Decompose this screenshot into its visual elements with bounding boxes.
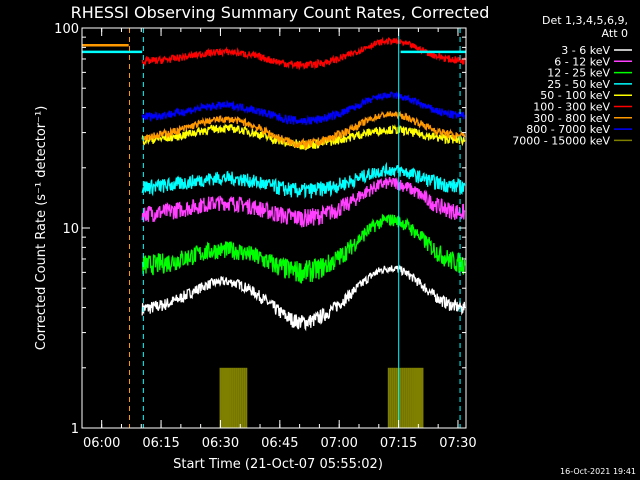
y-tick-label: 100 (54, 22, 79, 37)
legend-label: 6 - 12 keV (554, 55, 610, 68)
series-line (141, 36, 466, 71)
x-tick-label: 06:15 (142, 436, 179, 451)
x-tick-label: 06:30 (202, 436, 239, 451)
legend-label: 800 - 7000 keV (526, 123, 610, 136)
axis-ticks: 1 10 100 06:00 06:15 06:30 06:45 07:00 07:15 07:3… (54, 22, 477, 451)
footer-timestamp: 16-Oct-2021 19:41 (560, 467, 636, 476)
y-tick-label: 10 (62, 222, 79, 237)
series-line (141, 91, 466, 126)
x-tick-label: 07:15 (380, 436, 417, 451)
legend-label: 50 - 100 keV (540, 89, 610, 102)
data-series-layer (82, 36, 466, 428)
x-tick-label: 06:45 (261, 436, 298, 451)
x-axis-label: Start Time (21-Oct-07 05:55:02) (173, 457, 383, 472)
legend-label: 12 - 25 keV (547, 67, 610, 80)
x-tick-label: 07:00 (320, 436, 357, 451)
y-axis-label: Corrected Count Rate (s⁻¹ detector⁻¹) (34, 106, 49, 351)
chart-title: RHESSI Observing Summary Count Rates, Co… (71, 3, 490, 22)
legend-label: 3 - 6 keV (561, 44, 610, 57)
x-tick-label: 06:00 (83, 436, 120, 451)
series-line (141, 161, 466, 199)
legend-header-attenuator: Att 0 (602, 27, 628, 40)
x-tick-label: 07:30 (439, 436, 476, 451)
series-line (141, 123, 466, 151)
legend-label: 25 - 50 keV (547, 78, 610, 91)
y-tick-label: 1 (71, 422, 79, 437)
series-line (141, 213, 466, 284)
legend-label: 7000 - 15000 keV (512, 134, 610, 147)
legend-label: 100 - 300 keV (533, 101, 610, 114)
series-line (141, 264, 466, 332)
legend-header-detectors: Det 1,3,4,5,6,9, (542, 14, 628, 27)
series-line (141, 110, 466, 150)
series-line (141, 176, 466, 228)
legend-label: 300 - 800 keV (533, 112, 610, 125)
